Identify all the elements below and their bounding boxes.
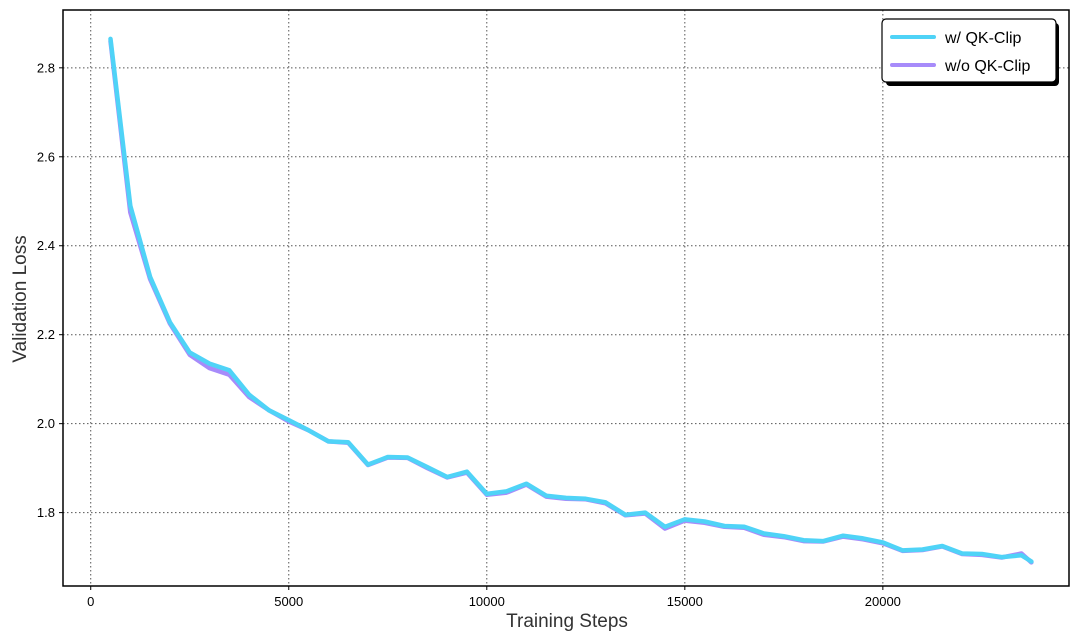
- grid: [63, 10, 1069, 586]
- y-tick-label: 2.2: [37, 327, 55, 342]
- series-line-wo-qk-clip: [108, 38, 1034, 565]
- y-tick-label: 1.8: [37, 505, 55, 520]
- x-tick-label: 20000: [865, 594, 901, 609]
- y-tick-label: 2.6: [37, 149, 55, 164]
- y-axis-title: Validation Loss: [10, 235, 31, 362]
- y-tick-label: 2.0: [37, 416, 55, 431]
- legend-label-w-qk-clip: w/ QK-Clip: [944, 30, 1022, 47]
- series-lines: [108, 36, 1034, 565]
- y-tick-label: 2.4: [37, 238, 55, 253]
- legend: w/ QK-Clip w/o QK-Clip: [881, 18, 1059, 86]
- x-tick-label: 5000: [274, 594, 303, 609]
- y-tick-label: 2.8: [37, 60, 55, 75]
- plot-area-frame: [62, 9, 1070, 587]
- series-line-w-qk-clip: [108, 36, 1034, 564]
- x-tick-label: 15000: [667, 594, 703, 609]
- x-tick-label: 0: [87, 594, 94, 609]
- legend-label-wo-qk-clip: w/o QK-Clip: [944, 58, 1030, 75]
- axis-ticks: 0 5000 10000 15000 20000 1.8 2.0 2.2 2.4 2.6 2.8: [37, 60, 901, 609]
- x-tick-label: 10000: [469, 594, 505, 609]
- x-axis-title: Training Steps: [506, 611, 628, 632]
